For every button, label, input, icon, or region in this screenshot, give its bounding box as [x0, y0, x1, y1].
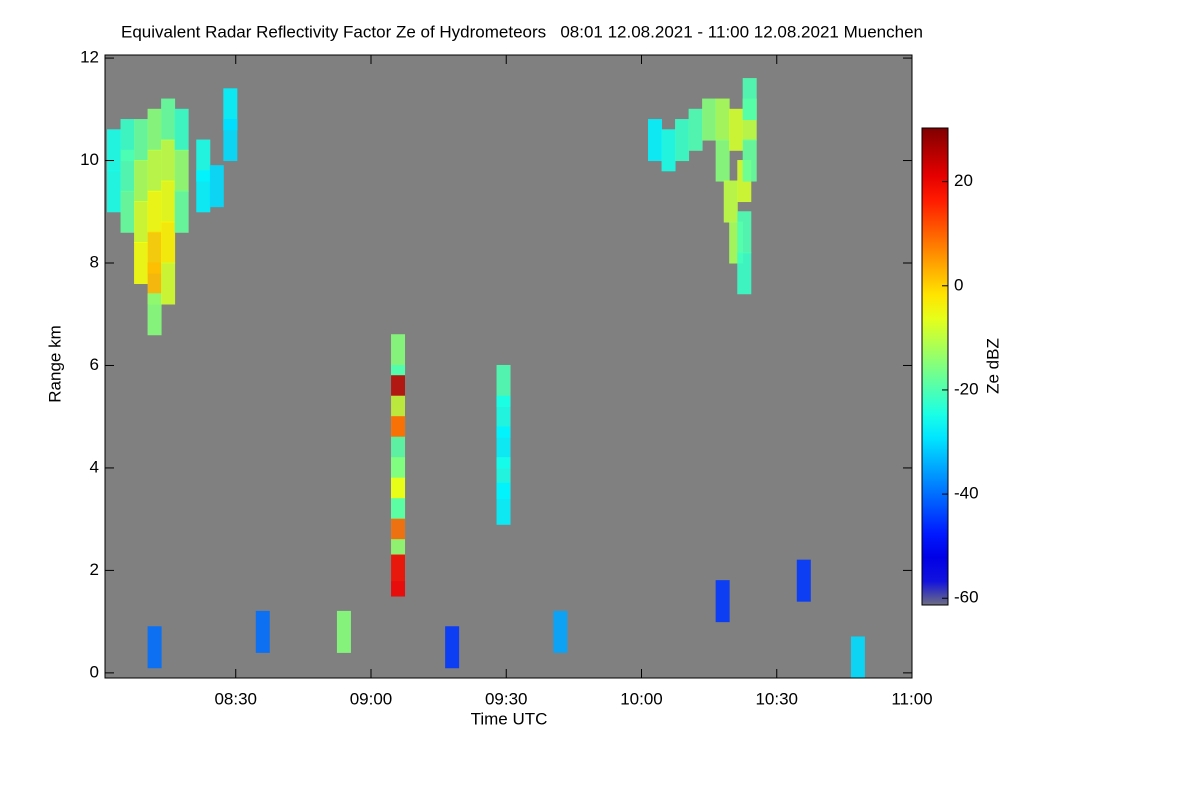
x-tick-label: 11:00 — [891, 689, 932, 708]
plot-frame — [104, 54, 913, 679]
cell — [445, 626, 460, 669]
cell — [742, 139, 757, 182]
cell — [134, 242, 149, 285]
chart-title: Equivalent Radar Reflectivity Factor Ze … — [121, 22, 923, 41]
cell — [737, 252, 752, 295]
cell — [161, 98, 176, 141]
cell — [715, 139, 730, 182]
cell — [391, 554, 406, 597]
cell — [147, 149, 162, 192]
cell — [161, 262, 176, 305]
cells — [107, 78, 865, 679]
cell — [161, 180, 176, 223]
cell — [729, 108, 744, 151]
cell — [134, 160, 149, 203]
x-tick-label: 09:00 — [350, 689, 393, 708]
cell — [675, 119, 690, 162]
cell — [120, 149, 135, 192]
cell — [796, 559, 811, 602]
colorbar-label: Ze dBZ — [983, 338, 1002, 394]
cell — [850, 636, 865, 679]
cell — [196, 170, 211, 213]
cell — [147, 108, 162, 151]
cell — [134, 119, 149, 162]
cell — [147, 190, 162, 233]
y-tick-label: 2 — [90, 560, 99, 579]
colorbar-tick-label: -40 — [954, 484, 979, 503]
cell — [120, 190, 135, 233]
colorbar — [921, 127, 949, 606]
y-tick-label: 8 — [90, 252, 99, 271]
cell — [496, 482, 511, 525]
cell — [147, 626, 162, 669]
cell — [209, 165, 224, 208]
cell — [723, 180, 738, 223]
cell — [255, 610, 270, 653]
colorbar-tick-label: 0 — [954, 275, 963, 294]
cell — [174, 149, 189, 192]
cell — [161, 139, 176, 182]
cell — [715, 580, 730, 623]
cell — [107, 129, 122, 172]
cell — [648, 119, 663, 162]
cell — [553, 610, 568, 653]
cell — [737, 211, 752, 254]
colorbar-tick-label: -60 — [954, 588, 979, 607]
cell — [702, 98, 717, 141]
x-tick-label: 08:30 — [214, 689, 257, 708]
cell — [107, 170, 122, 213]
cell — [161, 221, 176, 264]
x-tick-label: 09:30 — [485, 689, 528, 708]
y-tick-label: 12 — [80, 48, 99, 67]
cell — [147, 293, 162, 336]
colorbar-tick-label: -20 — [954, 379, 979, 398]
cell — [174, 190, 189, 233]
cell — [223, 119, 238, 162]
y-tick-label: 10 — [80, 150, 99, 169]
cell — [661, 129, 676, 172]
cell — [336, 610, 351, 653]
x-tick-label: 10:30 — [755, 689, 798, 708]
cell — [742, 78, 757, 121]
y-tick-label: 0 — [90, 662, 99, 681]
y-tick-label: 4 — [90, 457, 99, 476]
cell — [715, 98, 730, 141]
cell — [688, 108, 703, 151]
colorbar-tick-label: 20 — [954, 171, 973, 190]
y-tick-label: 6 — [90, 355, 99, 374]
cell — [134, 201, 149, 244]
x-axis-label: Time UTC — [471, 709, 548, 728]
y-axis-label: Range km — [45, 325, 64, 402]
cell — [174, 108, 189, 151]
x-tick-label: 10:00 — [620, 689, 663, 708]
